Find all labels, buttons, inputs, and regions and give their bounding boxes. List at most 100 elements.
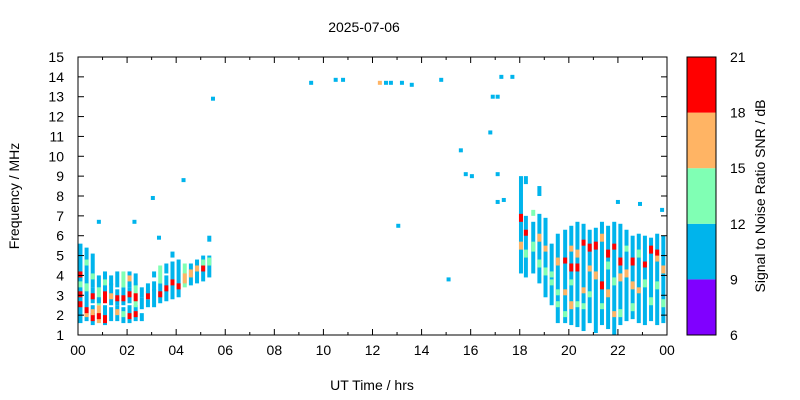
snr-run <box>569 301 574 310</box>
snr-run <box>145 291 150 300</box>
snr-point <box>96 219 101 224</box>
snr-run <box>121 271 126 288</box>
snr-run <box>587 265 592 272</box>
snr-point <box>210 96 215 101</box>
snr-run <box>152 271 157 278</box>
snr-run <box>612 277 617 286</box>
snr-run <box>630 235 635 320</box>
snr-run <box>109 275 114 286</box>
snr-run <box>575 263 580 272</box>
snr-run <box>145 283 150 294</box>
snr-run <box>133 311 138 318</box>
snr-run <box>661 265 666 274</box>
snr-point <box>399 80 404 85</box>
snr-run <box>207 235 212 242</box>
snr-run <box>649 245 654 254</box>
snr-run <box>531 209 536 216</box>
snr-run <box>102 279 107 286</box>
snr-run <box>581 239 586 246</box>
snr-run <box>599 303 604 310</box>
snr-run <box>630 281 635 290</box>
y-tick-label: 15 <box>48 49 64 65</box>
snr-run <box>145 299 150 308</box>
snr-point <box>396 223 401 228</box>
snr-run <box>158 291 163 298</box>
snr-run <box>96 287 101 306</box>
snr-run <box>575 221 580 328</box>
snr-run <box>599 233 604 242</box>
snr-run <box>655 281 660 290</box>
y-axis-label: Frequency / MHz <box>6 143 22 250</box>
colorbar-tick-label: 21 <box>730 49 746 65</box>
snr-run <box>555 301 560 308</box>
colorbar-tick-label: 15 <box>730 160 746 176</box>
chart-title: 2025-07-06 <box>328 19 400 35</box>
snr-run <box>207 257 212 266</box>
colorbar-label: Signal to Noise Ratio SNR / dB <box>752 100 768 293</box>
snr-run <box>84 283 89 292</box>
colorbar-band <box>687 223 716 280</box>
snr-run <box>78 281 83 288</box>
snr-run <box>606 249 611 258</box>
snr-point <box>660 207 665 212</box>
snr-run <box>655 249 660 256</box>
x-tick-label: 00 <box>659 342 675 358</box>
x-tick-label: 16 <box>463 342 479 358</box>
snr-run <box>139 297 144 310</box>
snr-run <box>642 261 647 268</box>
y-tick-label: 6 <box>56 228 64 244</box>
snr-run <box>581 303 586 310</box>
y-tick-label: 8 <box>56 188 64 204</box>
snr-run <box>575 301 580 308</box>
snr-run <box>649 237 654 322</box>
snr-run <box>655 253 660 262</box>
x-tick-label: 10 <box>316 342 332 358</box>
snr-run <box>575 249 580 258</box>
y-tick-label: 10 <box>48 148 64 164</box>
snr-run <box>127 313 132 320</box>
snr-run <box>537 233 542 242</box>
snr-run <box>90 313 95 322</box>
snr-run <box>115 271 120 288</box>
snr-point <box>150 195 155 200</box>
x-tick-label: 18 <box>512 342 528 358</box>
snr-run <box>563 289 568 296</box>
snr-run <box>176 283 181 290</box>
snr-run <box>630 303 635 312</box>
snr-run <box>569 225 574 326</box>
snr-run <box>90 253 95 288</box>
colorbar-tick-label: 18 <box>730 105 746 121</box>
snr-run <box>543 217 548 298</box>
snr-point <box>439 77 444 82</box>
snr-run <box>661 299 666 308</box>
snr-run <box>102 289 107 304</box>
snr-run <box>630 257 635 266</box>
snr-point <box>388 80 393 85</box>
snr-run <box>569 245 574 252</box>
snr-run <box>593 271 598 280</box>
snr-run <box>569 279 574 286</box>
snr-run <box>612 311 617 318</box>
x-tick-label: 12 <box>365 342 381 358</box>
snr-run <box>182 273 187 284</box>
snr-run <box>96 275 101 288</box>
snr-run <box>555 289 560 296</box>
snr-run <box>121 295 126 302</box>
snr-run <box>618 257 623 266</box>
y-tick-label: 9 <box>56 168 64 184</box>
snr-run <box>518 241 523 250</box>
snr-run <box>606 261 611 270</box>
snr-run <box>121 311 126 318</box>
snr-run <box>102 315 107 324</box>
snr-run <box>78 291 83 298</box>
snr-run <box>624 269 629 278</box>
snr-run <box>188 269 193 278</box>
snr-run <box>587 229 592 324</box>
snr-run <box>109 307 114 322</box>
snr-point <box>383 80 388 85</box>
snr-point <box>463 172 468 177</box>
snr-run <box>555 257 560 266</box>
snr-run <box>555 233 560 324</box>
snr-run <box>581 287 586 294</box>
